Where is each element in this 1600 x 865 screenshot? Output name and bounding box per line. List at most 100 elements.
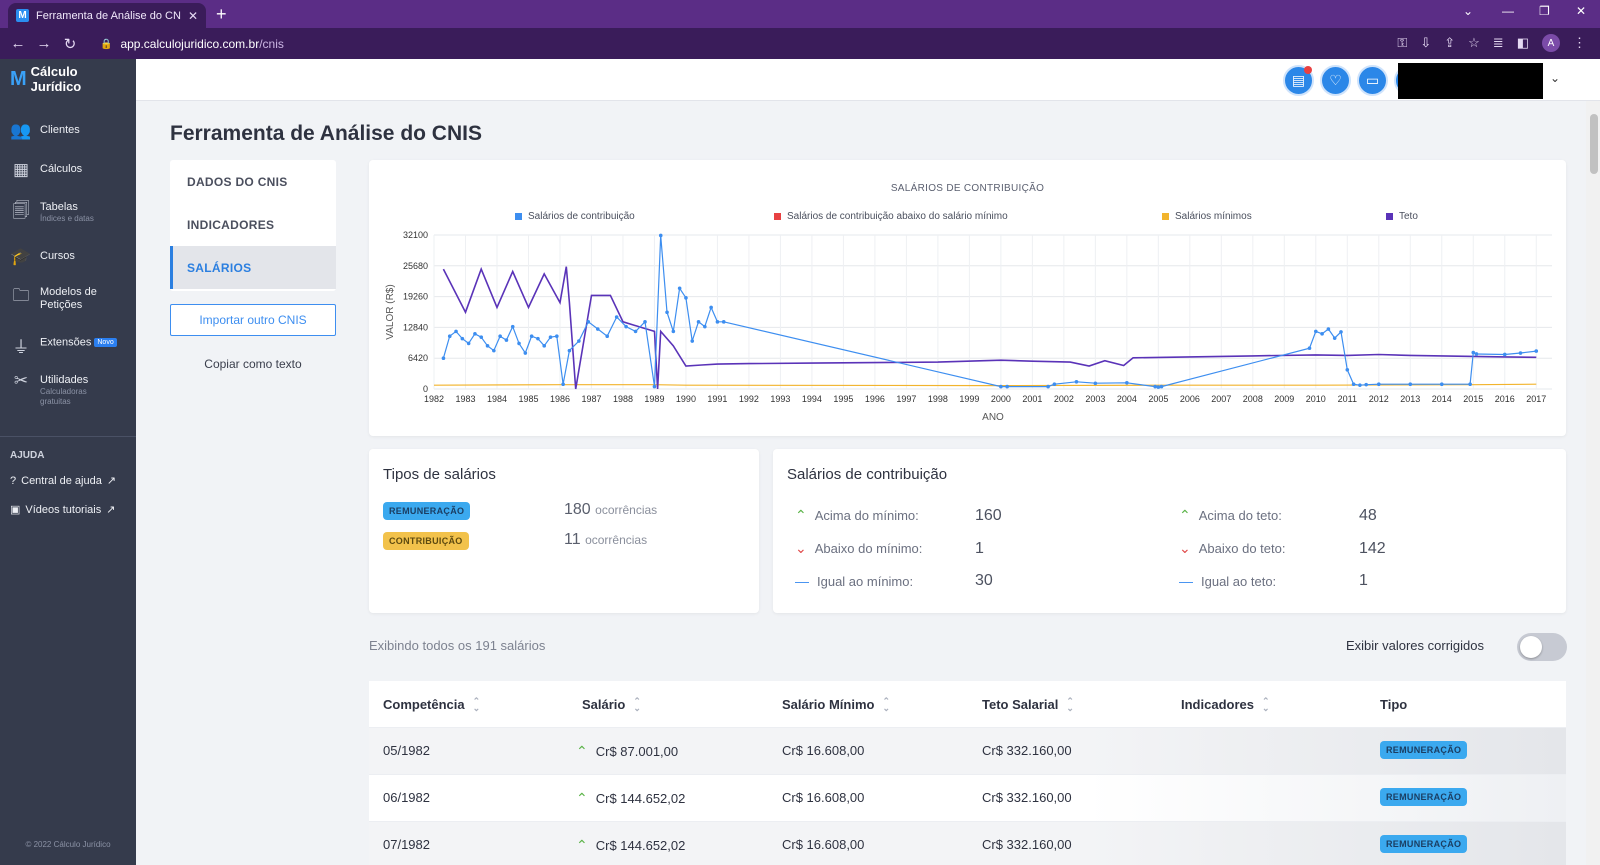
sidebar-item-modelos[interactable]: 🗀 Modelos de Petições: [0, 283, 136, 312]
column-header-indicadores[interactable]: Indicadores ⌃ ⌄: [1181, 696, 1270, 712]
forward-icon[interactable]: →: [36, 35, 52, 52]
series-point: [658, 233, 663, 238]
legend-swatch: [1162, 213, 1169, 220]
menu-item-dados[interactable]: DADOS DO CNIS: [187, 174, 288, 189]
restore-icon[interactable]: ❐: [1539, 4, 1550, 18]
tools-icon: ✂: [13, 371, 29, 390]
x-tick-label: 2015: [1463, 394, 1483, 404]
sidebar-item-tabelas[interactable]: 🗐 Tabelas Índices e datas: [0, 198, 136, 224]
series-point: [1376, 382, 1381, 387]
series-point: [1358, 383, 1362, 387]
column-label: Salário: [582, 697, 626, 712]
sidebar-item-label: Extensões: [40, 336, 92, 349]
series-point: [542, 344, 547, 348]
copy-as-text-link[interactable]: Copiar como texto: [204, 357, 302, 371]
legend-swatch: [1386, 213, 1393, 220]
x-tick-label: 1989: [644, 394, 664, 404]
arrow-up-icon: ⌃: [576, 837, 588, 853]
legend-swatch: [515, 213, 522, 220]
series-point: [1093, 381, 1098, 386]
table-row[interactable]: 07/1982 ⌃ Cr$ 144.652,02 Cr$ 16.608,00 Cr…: [369, 821, 1566, 865]
stat-label: Acima do teto:: [1198, 508, 1282, 523]
column-header-teto[interactable]: Teto Salarial ⌃ ⌄: [982, 696, 1074, 712]
install-icon[interactable]: ⇩: [1420, 35, 1432, 50]
user-menu[interactable]: [1398, 63, 1543, 99]
side-panel-icon[interactable]: ◧: [1516, 35, 1529, 50]
book-icon[interactable]: ▭: [1357, 65, 1388, 96]
cell-salario: Cr$ 144.652,02: [595, 791, 686, 806]
x-tick-label: 2007: [1211, 394, 1231, 404]
key-icon[interactable]: ⚿: [1397, 35, 1408, 50]
video-tutorials-link[interactable]: ▣ Vídeos tutoriais ↗: [10, 503, 115, 517]
share-icon[interactable]: ⇪: [1444, 35, 1456, 50]
x-tick-label: 2006: [1180, 394, 1200, 404]
stat-label: Igual ao teto:: [1201, 573, 1277, 589]
menu-item-salarios[interactable]: SALÁRIOS: [170, 246, 336, 289]
column-header-salario-minimo[interactable]: Salário Mínimo ⌃ ⌄: [782, 696, 890, 712]
salary-types-card: Tipos de salários REMUNERAÇÃO 180 ocorrê…: [369, 449, 759, 613]
x-tick-label: 1999: [959, 394, 979, 404]
table-row[interactable]: 06/1982 ⌃ Cr$ 144.652,02 Cr$ 16.608,00 Cr…: [369, 774, 1566, 821]
scrollbar[interactable]: [1586, 101, 1600, 865]
series-line: [442, 235, 1537, 388]
series-point: [1314, 329, 1318, 334]
series-point: [1351, 382, 1356, 387]
x-tick-label: 1984: [487, 394, 507, 404]
legend-item[interactable]: Teto: [1386, 211, 1418, 222]
sidebar-item-clientes[interactable]: 👥 Clientes: [0, 121, 136, 141]
close-tab-icon[interactable]: ✕: [187, 8, 198, 23]
menu-item-indicadores[interactable]: INDICADORES: [187, 217, 275, 232]
table-row[interactable]: 05/1982 ⌃ Cr$ 87.001,00 Cr$ 16.608,00 Cr$…: [369, 727, 1566, 774]
series-point: [614, 315, 619, 319]
x-tick-label: 1997: [896, 394, 916, 404]
stat-below-minimum: ⌄ Abaixo do mínimo: 1: [795, 540, 984, 557]
cnis-section-menu: DADOS DO CNIS INDICADORES SALÁRIOS: [170, 160, 336, 291]
help-center-link[interactable]: ? Central de ajuda ↗: [10, 474, 116, 488]
corrected-values-label: Exibir valores corrigidos: [1346, 638, 1484, 653]
reload-icon[interactable]: ↻: [63, 35, 77, 53]
series-point: [492, 348, 496, 353]
news-icon[interactable]: ▤: [1283, 65, 1314, 96]
more-menu-icon[interactable]: ⋮: [1573, 35, 1586, 50]
legend-item[interactable]: Salários de contribuição: [515, 211, 635, 222]
x-tick-label: 1994: [802, 394, 822, 404]
series-point: [703, 324, 707, 329]
series-point: [479, 335, 484, 339]
corrected-values-toggle[interactable]: [1517, 633, 1567, 661]
address-bar[interactable]: 🔒 app.calculojuridico.com.br/cnis: [94, 33, 1348, 55]
column-header-salario[interactable]: Salário ⌃ ⌄: [582, 696, 641, 712]
sidebar-item-calculos[interactable]: ▦ Cálculos: [0, 160, 136, 180]
bookmark-star-icon[interactable]: ☆: [1468, 35, 1480, 50]
column-header-competencia[interactable]: Competência ⌃ ⌄: [383, 696, 480, 712]
stat-value: 1: [975, 539, 984, 557]
tab-search-icon[interactable]: ⌄: [1463, 4, 1474, 18]
legend-swatch: [774, 213, 781, 220]
browser-tab[interactable]: M Ferramenta de Análise do CNIS ✕: [8, 3, 206, 28]
close-window-icon[interactable]: ✕: [1576, 4, 1587, 18]
x-tick-label: 2004: [1117, 394, 1137, 404]
sidebar-item-extensoes[interactable]: ⏚ Extensões Novo: [0, 333, 136, 357]
series-point: [1320, 332, 1324, 336]
x-tick-label: 1995: [833, 394, 853, 404]
new-tab-icon[interactable]: +: [216, 4, 227, 24]
chevron-down-icon[interactable]: ⌄: [1550, 71, 1561, 85]
series-point: [1074, 380, 1079, 384]
x-tick-label: 2017: [1526, 394, 1546, 404]
back-icon[interactable]: ←: [10, 35, 26, 52]
reading-list-icon[interactable]: ≣: [1492, 35, 1504, 50]
sidebar-item-utilidades[interactable]: ✂ Utilidades Calculadoras gratuitas: [0, 371, 136, 407]
help-section-title: AJUDA: [10, 450, 45, 461]
app-logo[interactable]: M Cálculo Jurídico: [0, 59, 136, 99]
legend-item[interactable]: Salários mínimos: [1162, 211, 1252, 222]
legend-item[interactable]: Salários de contribuição abaixo do salár…: [774, 211, 1008, 222]
import-cnis-button[interactable]: Importar outro CNIS: [170, 304, 336, 336]
profile-avatar[interactable]: A: [1542, 34, 1560, 52]
minimize-icon[interactable]: —: [1502, 4, 1514, 18]
sidebar-item-cursos[interactable]: 🎓 Cursos: [0, 247, 136, 267]
scrollbar-thumb[interactable]: [1590, 114, 1598, 174]
series-point: [643, 320, 647, 324]
tables-icon: 🗐: [12, 201, 30, 220]
series-point: [466, 341, 471, 346]
favorites-icon[interactable]: ♡: [1320, 65, 1351, 96]
cell-competencia: 05/1982: [383, 743, 430, 758]
